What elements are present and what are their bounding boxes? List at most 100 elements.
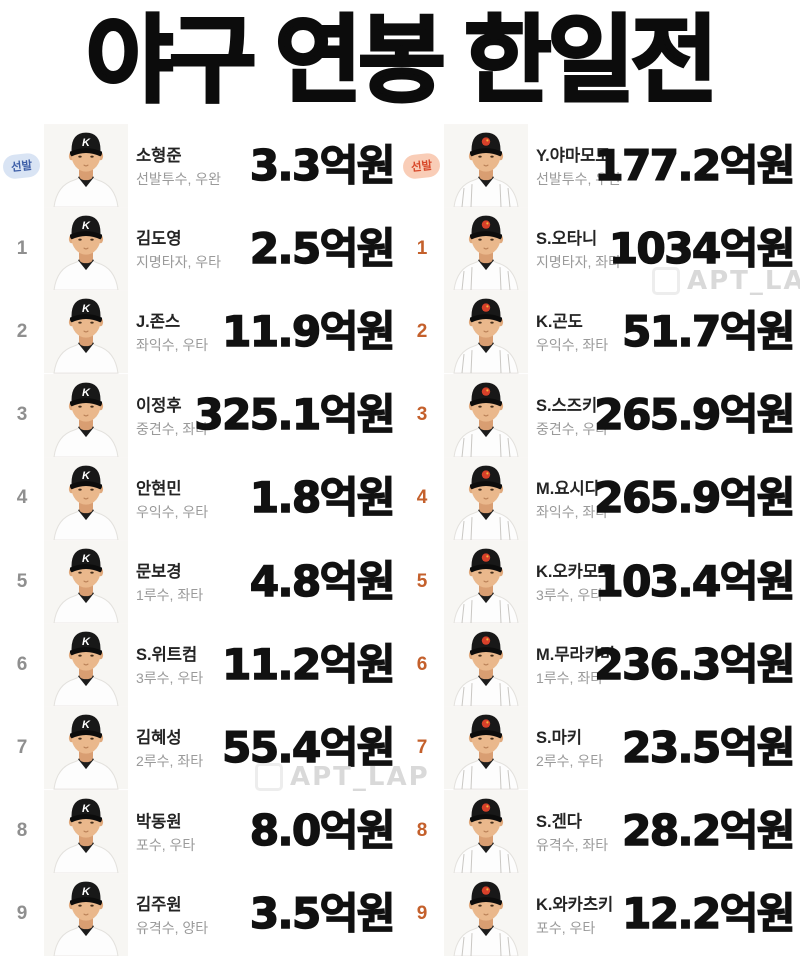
salary-comparison-list: 선발 K [0, 124, 800, 956]
korea-player-info: 박동원 포수, 우타 [136, 808, 242, 855]
japan-rank-cell: 4 [400, 487, 444, 509]
japan-player-photo [444, 290, 528, 374]
japan-player-name: M.요시다 [536, 479, 600, 498]
japan-player-info: S.스즈키 중견수, 우타 [536, 392, 642, 439]
japan-player-cell: 7 [400, 706, 800, 790]
japan-player-position: 선발투수, 우완 [536, 171, 622, 188]
japan-player-info: M.요시다 좌익수, 좌타 [536, 475, 642, 522]
japan-rank: 3 [416, 404, 428, 426]
japan-player-salary: 12.2억원 [621, 889, 796, 939]
japan-player-avatar-icon [444, 456, 528, 540]
page-title: 야구 연봉 한일전 [84, 8, 720, 114]
korea-player-cell: 2 K [0, 290, 400, 374]
korea-player-avatar-icon: K [44, 290, 128, 374]
japan-rank-cell: 3 [400, 404, 444, 426]
svg-text:K: K [82, 137, 91, 149]
japan-player-cell: 6 [400, 623, 800, 707]
korea-player-avatar-icon: K [44, 540, 128, 624]
korea-player-salary: 8.0억원 [249, 806, 396, 856]
japan-player-avatar-icon [444, 623, 528, 707]
korea-player-cell: 8 K [0, 789, 400, 873]
japan-player-position: 2루수, 우타 [536, 753, 604, 770]
table-row: 7 K [0, 706, 800, 790]
japan-player-avatar-icon [444, 124, 528, 208]
svg-text:K: K [82, 553, 91, 565]
japan-player-name: K.와카츠키 [536, 895, 614, 914]
japan-player-photo [444, 789, 528, 873]
korea-rank-cell: 8 [0, 820, 44, 842]
japan-player-position: 우익수, 좌타 [536, 337, 609, 354]
japan-player-salary: 236.3억원 [594, 639, 797, 689]
table-row: 선발 K [0, 124, 800, 208]
japan-rank-cell: 5 [400, 571, 444, 593]
japan-player-name: S.겐다 [536, 812, 582, 831]
korea-player-photo: K [44, 706, 128, 790]
japan-player-position: 3루수, 우타 [536, 587, 604, 604]
japan-rank-cell: 7 [400, 737, 444, 759]
korea-rank: 1 [16, 237, 28, 259]
korea-player-position: 좌익수, 우타 [136, 337, 209, 354]
korea-rank: 선발 [2, 151, 42, 180]
watermark-logo-icon [652, 267, 680, 295]
korea-player-avatar-icon: K [44, 456, 128, 540]
table-row: 9 K [0, 872, 800, 956]
korea-player-avatar-icon: K [44, 124, 128, 208]
japan-player-name: K.곤도 [536, 313, 583, 332]
korea-player-name: 이정후 [136, 396, 182, 415]
korea-player-cell: 4 K [0, 456, 400, 540]
japan-player-avatar-icon [444, 789, 528, 873]
japan-player-salary: 51.7억원 [621, 306, 796, 356]
korea-rank-cell: 1 [0, 238, 44, 260]
korea-player-photo: K [44, 540, 128, 624]
japan-player-name: M.무라카미 [536, 646, 616, 665]
korea-player-name: 박동원 [136, 812, 182, 831]
korea-player-photo: K [44, 124, 128, 208]
korea-player-avatar-icon: K [44, 872, 128, 956]
japan-rank: 1 [416, 237, 428, 259]
table-row: 6 K [0, 623, 800, 707]
japan-player-position: 좌익수, 좌타 [536, 503, 609, 520]
korea-player-photo: K [44, 872, 128, 956]
japan-player-salary: 1034억원 [608, 223, 796, 273]
korea-player-position: 유격수, 양타 [136, 919, 209, 936]
korea-player-photo: K [44, 207, 128, 291]
japan-player-info: M.무라카미 1루수, 좌타 [536, 641, 642, 688]
japan-player-cell: 4 [400, 456, 800, 540]
japan-player-info: K.곤도 우익수, 좌타 [536, 308, 642, 355]
japan-player-salary: 265.9억원 [594, 473, 797, 523]
japan-player-position: 유격수, 좌타 [536, 836, 609, 853]
korea-rank-cell: 선발 [0, 151, 44, 180]
japan-player-cell: 3 [400, 373, 800, 457]
japan-player-cell: 8 [400, 789, 800, 873]
svg-text:K: K [82, 220, 91, 232]
korea-player-info: 김주원 유격수, 양타 [136, 891, 242, 938]
japan-rank-cell: 2 [400, 321, 444, 343]
korea-player-info: 이정후 중견수, 좌타 [136, 392, 242, 439]
korea-player-position: 지명타자, 우타 [136, 254, 222, 271]
japan-player-photo [444, 540, 528, 624]
korea-rank-cell: 3 [0, 404, 44, 426]
japan-player-name: S.마키 [536, 729, 582, 748]
korea-rank: 5 [16, 570, 28, 592]
japan-player-name: S.스즈키 [536, 396, 598, 415]
korea-player-salary: 325.1억원 [194, 390, 397, 440]
japan-player-avatar-icon [444, 872, 528, 956]
korea-player-salary: 4.8억원 [249, 556, 396, 606]
japan-player-avatar-icon [444, 540, 528, 624]
korea-player-photo: K [44, 290, 128, 374]
korea-player-info: 문보경 1루수, 좌타 [136, 558, 242, 605]
korea-player-position: 우익수, 우타 [136, 503, 209, 520]
japan-player-info: S.마키 2루수, 우타 [536, 724, 642, 771]
korea-player-photo: K [44, 789, 128, 873]
korea-player-cell: 5 K [0, 540, 400, 624]
table-row: 3 K [0, 373, 800, 457]
japan-player-info: K.와카츠키 포수, 우타 [536, 891, 642, 938]
japan-player-photo [444, 124, 528, 208]
japan-player-info: S.오타니 지명타자, 좌타 [536, 225, 642, 272]
korea-player-photo: K [44, 373, 128, 457]
korea-rank-cell: 2 [0, 321, 44, 343]
korea-player-position: 2루수, 좌타 [136, 753, 204, 770]
korea-player-photo: K [44, 623, 128, 707]
japan-player-info: K.오카모토 3루수, 우타 [536, 558, 642, 605]
japan-player-photo [444, 207, 528, 291]
